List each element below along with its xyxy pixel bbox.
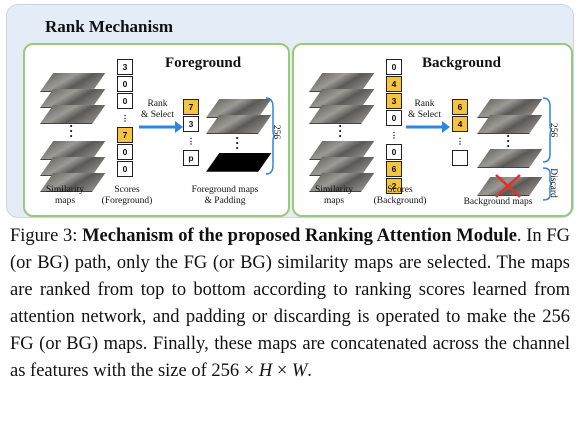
scores-label: Scores (Foreground) <box>101 185 153 206</box>
ellipsis-dots: · · · <box>69 118 74 143</box>
caption-bold-title: Mechanism of the proposed Ranking Attent… <box>82 226 517 246</box>
output-label: Background maps <box>463 197 533 207</box>
brace-icon <box>542 167 552 201</box>
padding-map <box>206 153 272 171</box>
ranked-cell <box>452 150 468 166</box>
background-panel: Background · · · 0 4 3 0 ⋮ 0 6 2 Rank & Se… <box>292 43 573 217</box>
score-cell: 3 <box>117 59 133 75</box>
background-title: Background <box>422 55 501 71</box>
score-cell: 3 <box>386 93 402 109</box>
foreground-title: Foreground <box>165 55 242 71</box>
scores-column: 0 4 3 0 ⋮ 0 6 2 <box>386 59 402 195</box>
caption-end: . <box>307 361 312 381</box>
figure-caption: Figure 3: Mechanism of the proposed Rank… <box>10 223 570 385</box>
caption-times: × <box>272 361 292 381</box>
rank-select-label: Rank & Select <box>141 99 174 120</box>
ranked-cell: 4 <box>452 116 468 132</box>
count-label: 256 <box>271 124 282 140</box>
score-cell: 0 <box>117 76 133 92</box>
caption-label: Figure 3: <box>10 226 83 246</box>
score-cell: 0 <box>386 59 402 75</box>
ellipsis-dots: · · · <box>235 130 240 155</box>
score-cell: 7 <box>117 127 133 143</box>
ranked-cell: p <box>183 150 199 166</box>
output-label: Foreground maps & Padding <box>191 185 259 206</box>
count-label: 256 <box>548 122 559 138</box>
caption-text: . In FG (or BG) path, only the FG (or BG… <box>10 226 570 381</box>
scores-column: 3 0 0 ⋮ 7 0 0 <box>117 59 133 178</box>
ranked-column: 6 4 ⋮ <box>452 99 468 167</box>
ellipsis-dots: · · · <box>338 118 343 143</box>
ranked-ellipsis: ⋮ <box>455 135 465 146</box>
score-cell: 2 <box>386 178 402 194</box>
score-cell: 0 <box>117 93 133 109</box>
score-ellipsis: ⋮ <box>389 129 399 140</box>
score-cell: 0 <box>386 144 402 160</box>
ranked-cell: 7 <box>183 99 199 115</box>
score-cell: 4 <box>386 76 402 92</box>
brace-icon <box>265 97 275 175</box>
brace-icon <box>542 97 552 163</box>
similarity-map <box>309 105 375 123</box>
arrow-icon <box>139 121 183 133</box>
background-map <box>477 115 543 133</box>
figure-panel: Rank Mechanism Foreground · · · 3 0 0 ⋮ 7 … <box>6 4 574 218</box>
similarity-maps-label: Similarity maps <box>315 185 353 206</box>
score-ellipsis: ⋮ <box>120 112 130 123</box>
ranked-cell: 3 <box>183 116 199 132</box>
scores-label: Scores (Background) <box>373 185 427 206</box>
ellipsis-dots: · · · <box>506 128 511 153</box>
discard-label: Discard <box>547 168 558 198</box>
ranked-ellipsis: ⋮ <box>186 135 196 146</box>
ranked-column: 7 3 ⋮ p <box>183 99 199 167</box>
ranked-cell: 6 <box>452 99 468 115</box>
arrow-icon <box>406 121 450 133</box>
background-map <box>477 149 543 167</box>
caption-h: H <box>258 361 273 381</box>
rank-select-label: Rank & Select <box>408 99 441 120</box>
similarity-maps-label: Similarity maps <box>46 185 84 206</box>
score-cell: 0 <box>386 110 402 126</box>
score-cell: 0 <box>117 161 133 177</box>
score-cell: 6 <box>386 161 402 177</box>
foreground-panel: Foreground · · · 3 0 0 ⋮ 7 0 0 Rank & Sele… <box>23 43 290 217</box>
cross-icon <box>495 174 521 198</box>
foreground-map <box>206 115 272 133</box>
score-cell: 0 <box>117 144 133 160</box>
similarity-map <box>40 105 106 123</box>
caption-w: W <box>291 361 308 381</box>
figure-title: Rank Mechanism <box>45 17 173 36</box>
